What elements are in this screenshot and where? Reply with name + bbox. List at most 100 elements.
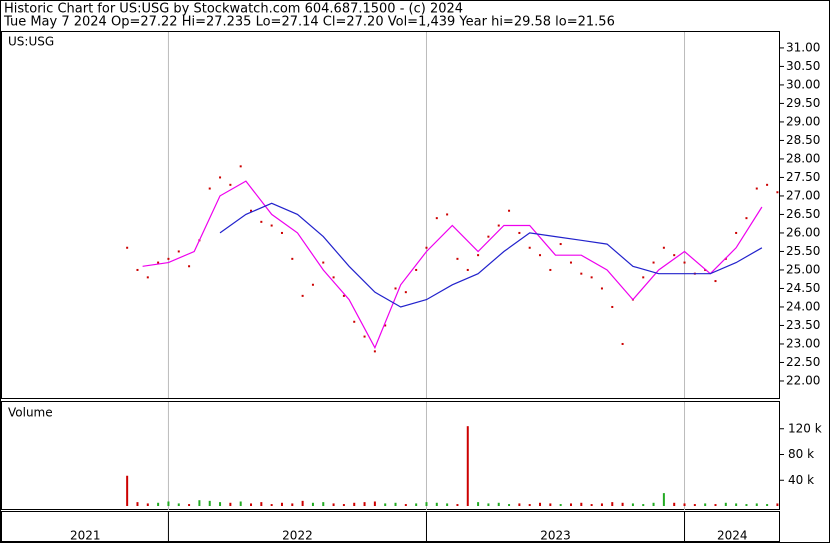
y-tick-label: 23.50	[786, 318, 820, 332]
close-dot	[291, 257, 294, 260]
year-label: 2024	[717, 529, 748, 543]
volume-bar	[270, 504, 273, 506]
volume-bar	[724, 502, 727, 506]
volume-bar	[755, 503, 758, 506]
volume-bar	[497, 502, 500, 506]
close-dot	[766, 183, 769, 186]
y-tick-label: 25.00	[786, 262, 820, 276]
volume-bar	[373, 501, 376, 506]
close-dot	[446, 213, 449, 216]
volume-title: Volume	[8, 406, 53, 420]
close-dot	[662, 246, 665, 249]
volume-bar	[126, 475, 129, 506]
close-dot	[714, 280, 717, 283]
close-dot	[250, 209, 253, 212]
close-dot	[435, 217, 438, 220]
y-tick-label: 25.50	[786, 244, 820, 258]
volume-bar	[188, 504, 191, 506]
year-label: 2023	[540, 529, 571, 543]
symbol-label: US:USG	[8, 35, 54, 49]
price-panel	[1, 31, 780, 399]
y-tick-label: 28.00	[786, 151, 820, 165]
volume-bar	[456, 504, 459, 506]
volume-bar	[250, 503, 253, 506]
volume-bar	[745, 504, 748, 506]
volume-bar	[600, 503, 603, 506]
close-dot	[208, 187, 211, 190]
close-dot	[136, 268, 139, 271]
volume-bar	[415, 503, 418, 506]
volume-bar	[280, 502, 283, 506]
close-dot	[776, 191, 779, 194]
volume-bar	[735, 503, 738, 506]
close-dot	[642, 276, 645, 279]
close-dot	[508, 209, 511, 212]
close-dot	[745, 217, 748, 220]
chart-title: Historic Chart for US:USG by Stockwatch.…	[4, 2, 463, 17]
volume-bar	[342, 504, 345, 506]
y-tick-label: 22.50	[786, 355, 820, 369]
close-dot	[590, 276, 593, 279]
volume-bar	[167, 501, 170, 506]
volume-bar	[466, 426, 469, 506]
volume-bar	[518, 503, 521, 506]
volume-bar	[425, 502, 428, 506]
close-dot	[621, 342, 624, 345]
volume-bar	[528, 504, 531, 506]
y-tick-label: 40 k	[788, 473, 814, 487]
volume-bar	[301, 500, 304, 506]
moving-average	[142, 180, 763, 350]
close-dot	[425, 246, 428, 249]
volume-bar	[683, 503, 686, 506]
volume-bar	[136, 502, 139, 506]
close-dot	[229, 183, 232, 186]
close-dot	[353, 320, 356, 323]
y-tick-label: 29.50	[786, 96, 820, 110]
year-label: 2021	[70, 529, 101, 543]
volume-bar	[239, 501, 242, 506]
year-label: 2022	[282, 529, 313, 543]
close-dot	[157, 261, 160, 264]
y-tick-label: 120 k	[788, 421, 822, 435]
close-dot	[735, 231, 738, 234]
close-dot	[126, 246, 129, 249]
moving-average	[219, 202, 763, 308]
volume-bar	[291, 503, 294, 506]
y-tick-label: 27.50	[786, 170, 820, 184]
close-dot	[373, 350, 376, 353]
volume-bar	[157, 502, 160, 506]
volume-bar	[229, 502, 232, 506]
volume-bar	[446, 503, 449, 506]
y-tick-label: 29.00	[786, 114, 820, 128]
close-dot	[177, 250, 180, 253]
y-tick-label: 26.00	[786, 225, 820, 239]
volume-bar	[508, 504, 511, 506]
close-dot	[683, 261, 686, 264]
volume-bar	[208, 500, 211, 506]
y-tick-label: 22.00	[786, 373, 820, 387]
close-dot	[477, 254, 480, 257]
volume-bar	[435, 502, 438, 506]
close-dot	[600, 287, 603, 290]
close-dot	[404, 291, 407, 294]
y-tick-label: 80 k	[788, 447, 814, 461]
close-dot	[146, 276, 149, 279]
y-tick-label: 26.50	[786, 207, 820, 221]
close-dot	[332, 276, 335, 279]
volume-bar	[146, 503, 149, 506]
close-dot	[569, 261, 572, 264]
close-dot	[673, 254, 676, 257]
volume-panel	[1, 401, 780, 510]
close-dot	[301, 294, 304, 297]
time-axis	[1, 511, 780, 542]
volume-bar	[714, 504, 717, 506]
quote-line: Tue May 7 2024 Op=27.22 Hi=27.235 Lo=27.…	[3, 15, 615, 30]
close-dot	[188, 265, 191, 268]
volume-bar	[394, 502, 397, 506]
close-dot	[280, 231, 283, 234]
volume-bar	[311, 502, 314, 506]
volume-bar	[404, 504, 407, 506]
close-dot	[456, 257, 459, 260]
